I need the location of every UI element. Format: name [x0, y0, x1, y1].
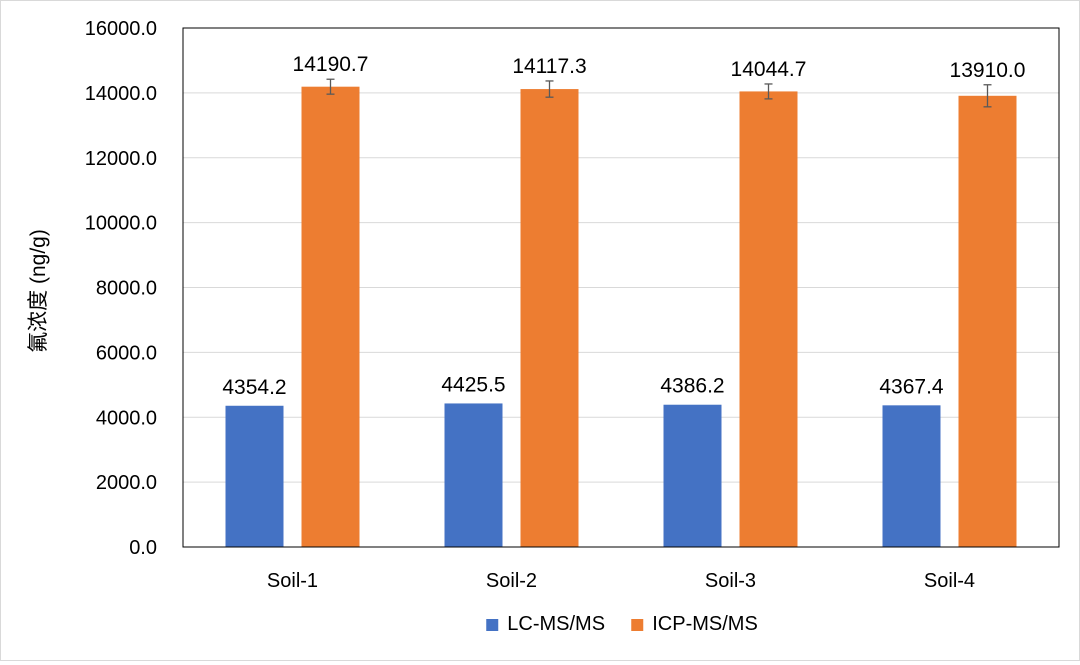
- data-label: 4386.2: [660, 375, 724, 398]
- x-tick-label: Soil-4: [924, 570, 975, 592]
- bar-icp-ms-ms: [958, 95, 1017, 547]
- x-tick-label: Soil-3: [705, 570, 756, 592]
- bar-icp-ms-ms: [739, 91, 798, 547]
- axes: 0.0 2000.0 4000.0 6000.0 8000.0 10000.0 12000.…: [85, 18, 1060, 592]
- data-label: 4354.2: [222, 376, 286, 399]
- legend-label: LC-MS/MS: [507, 613, 605, 635]
- data-label: 4367.4: [879, 375, 944, 398]
- y-tick-label: 6000.0: [96, 342, 157, 364]
- data-label: 4425.5: [441, 373, 505, 396]
- bar-lc-ms-ms: [225, 405, 284, 547]
- legend: LC-MS/MS ICP-MS/MS: [486, 613, 758, 635]
- x-tick-label: Soil-1: [267, 570, 318, 592]
- bar-lc-ms-ms: [663, 404, 722, 547]
- y-axis-title: 氟浓度 (ng/g): [27, 229, 50, 353]
- y-tick-label: 0.0: [129, 537, 157, 559]
- bars: [225, 78, 1017, 548]
- bar-icp-ms-ms: [301, 86, 360, 547]
- y-tick-label: 16000.0: [85, 18, 157, 40]
- legend-label: ICP-MS/MS: [652, 613, 758, 635]
- plot-area-border: [182, 27, 1060, 548]
- data-label: 13910.0: [950, 59, 1026, 82]
- y-tick-label: 8000.0: [96, 278, 157, 300]
- bar-lc-ms-ms: [444, 403, 503, 547]
- y-tick-label: 12000.0: [85, 148, 157, 170]
- data-label: 14117.3: [512, 55, 586, 78]
- x-tick-label: Soil-2: [486, 570, 537, 592]
- legend-swatch: [486, 619, 499, 631]
- bar-icp-ms-ms: [520, 89, 579, 548]
- data-label: 14190.7: [293, 53, 369, 76]
- y-tick-label: 2000.0: [96, 472, 157, 494]
- y-tick-label: 14000.0: [85, 83, 157, 105]
- legend-swatch: [631, 619, 644, 631]
- y-tick-label: 10000.0: [85, 213, 157, 235]
- y-tick-label: 4000.0: [96, 407, 157, 429]
- data-labels: 4354.2 14190.7 4425.5 14117.3 4386.2 14044.7 4…: [222, 53, 1025, 399]
- bar-lc-ms-ms: [882, 405, 941, 547]
- data-label: 14044.7: [731, 58, 807, 81]
